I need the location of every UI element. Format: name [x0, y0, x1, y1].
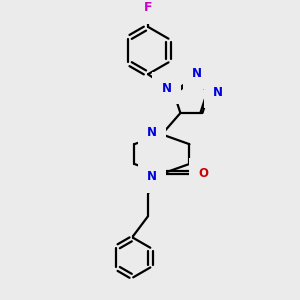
Text: N: N	[147, 126, 157, 139]
Text: F: F	[144, 1, 152, 13]
Text: N: N	[162, 82, 172, 94]
Text: O: O	[198, 167, 208, 180]
Text: N: N	[147, 170, 157, 183]
Text: N: N	[213, 85, 223, 99]
Text: N: N	[192, 67, 202, 80]
